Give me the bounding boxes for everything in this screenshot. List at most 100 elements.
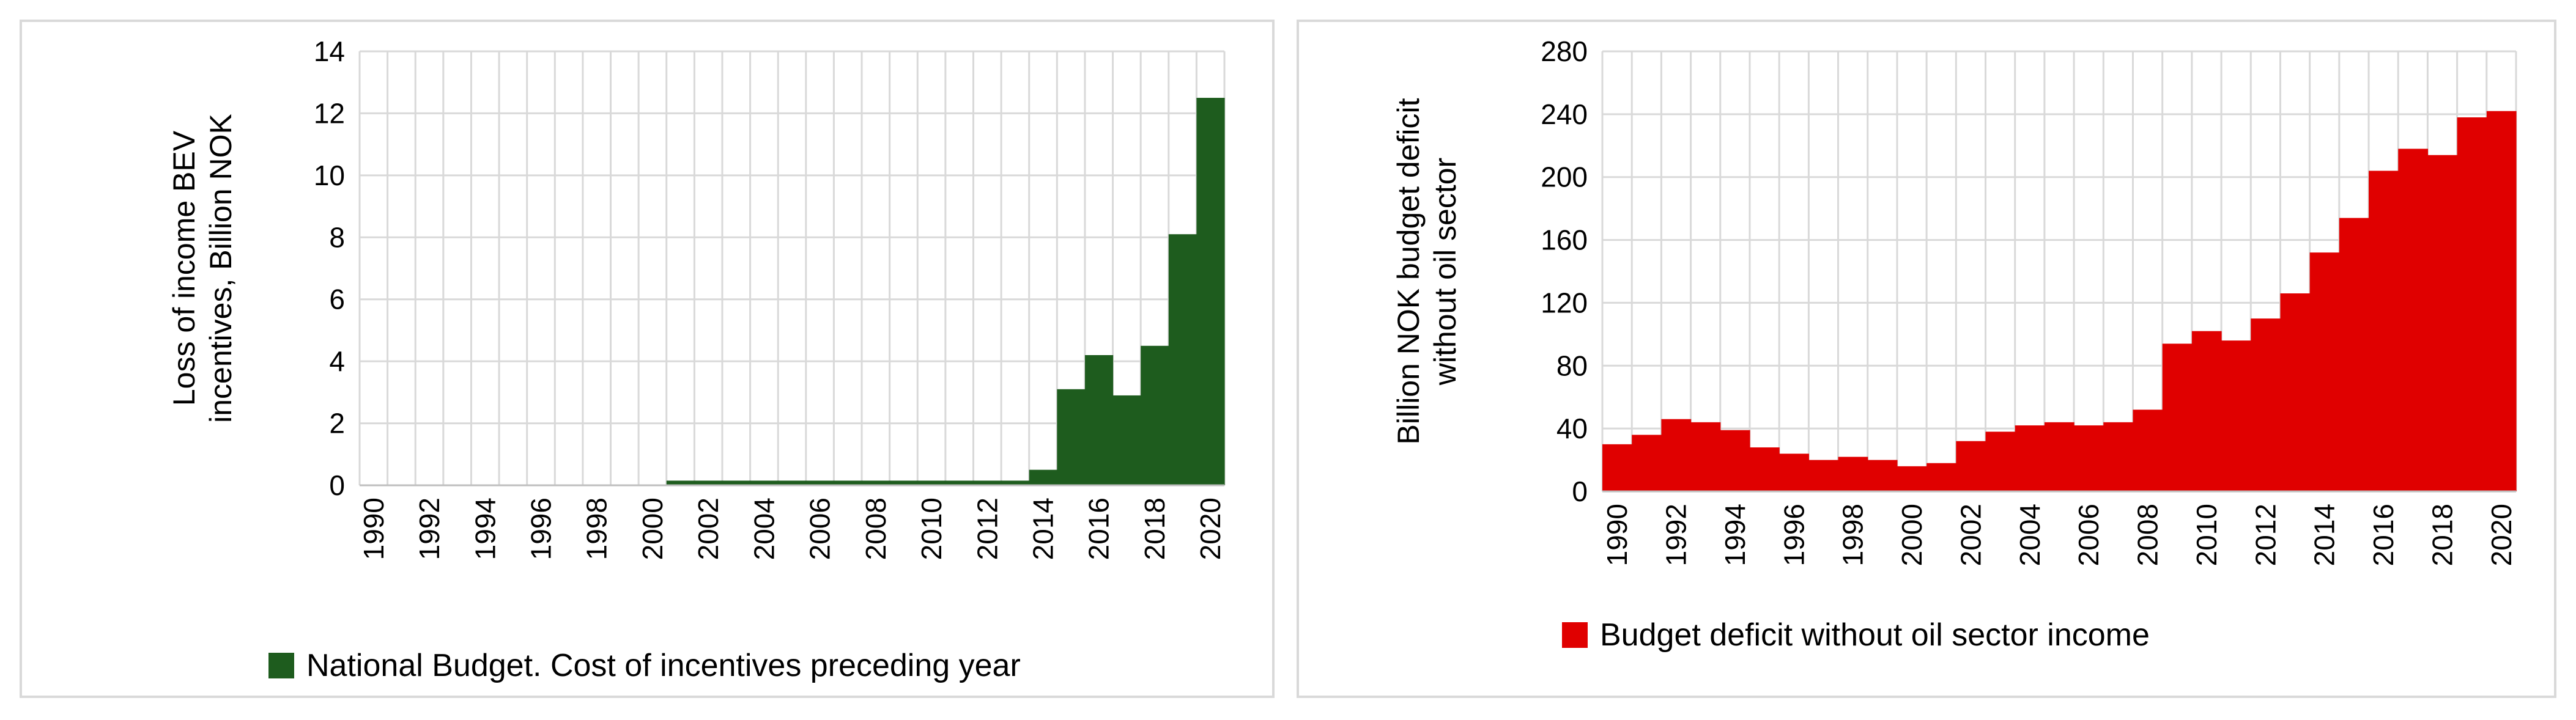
bar-1995 xyxy=(1749,447,1780,491)
bar-2015 xyxy=(1057,389,1086,485)
bar-2008 xyxy=(2133,410,2163,491)
y-axis-title: Loss of income BEV incentives, Billion NO… xyxy=(167,114,238,423)
bar-2003 xyxy=(1985,432,2016,491)
y-tick-label: 0 xyxy=(1572,476,1588,507)
data-series xyxy=(666,98,1225,486)
bar-1996 xyxy=(1779,454,1809,491)
bar-2018 xyxy=(1141,345,1169,485)
x-tick-label: 2020 xyxy=(2485,504,2517,566)
bar-2019 xyxy=(1168,234,1197,485)
bar-2006 xyxy=(805,480,835,485)
x-tick-label: 2002 xyxy=(692,498,724,560)
x-tick-label: 2018 xyxy=(1139,498,1171,560)
bar-2001 xyxy=(666,480,695,485)
bar-1999 xyxy=(1867,460,1898,491)
bar-2012 xyxy=(973,480,1002,485)
bar-2011 xyxy=(2221,340,2251,491)
x-tick-label: 2018 xyxy=(2427,504,2459,566)
x-tick-label: 2010 xyxy=(916,498,947,560)
bar-2005 xyxy=(2044,422,2074,491)
x-tick-label: 2012 xyxy=(2249,504,2281,566)
x-tick-label: 2010 xyxy=(2191,504,2223,566)
bar-2016 xyxy=(2369,171,2399,491)
x-tick-label: 2014 xyxy=(1027,498,1059,560)
x-tick-label: 2006 xyxy=(2073,504,2104,566)
bar-1998 xyxy=(1838,457,1868,491)
y-axis-title-line: Billion NOK budget deficit xyxy=(1391,98,1426,444)
x-tick-label: 1990 xyxy=(358,498,390,560)
bar-2010 xyxy=(917,480,946,485)
bar-2007 xyxy=(834,480,862,485)
x-tick-label: 2006 xyxy=(804,498,836,560)
x-tick-label: 1996 xyxy=(1778,504,1810,566)
y-tick-label: 280 xyxy=(1541,35,1588,67)
bar-1992 xyxy=(1661,419,1692,491)
y-tick-label: 4 xyxy=(329,345,345,377)
bar-1993 xyxy=(1690,422,1721,491)
y-tick-label: 240 xyxy=(1541,98,1588,130)
legend: National Budget. Cost of incentives prec… xyxy=(268,648,1021,683)
bar-2002 xyxy=(1956,441,1986,491)
bar-2017 xyxy=(1112,395,1141,485)
bar-2002 xyxy=(694,480,723,485)
bar-2000 xyxy=(1897,466,1927,491)
x-tick-label: 1994 xyxy=(469,498,501,560)
y-tick-label: 8 xyxy=(329,221,345,253)
legend-swatch xyxy=(1562,622,1588,648)
bar-2009 xyxy=(2162,343,2193,491)
x-tick-label: 1994 xyxy=(1719,504,1751,566)
y-tick-label: 200 xyxy=(1541,161,1588,193)
bar-2013 xyxy=(1001,480,1030,485)
legend-swatch xyxy=(268,653,294,678)
x-tick-label: 2002 xyxy=(1955,504,1986,566)
y-tick-label: 120 xyxy=(1541,287,1588,318)
bar-1990 xyxy=(1602,444,1632,491)
y-tick-label: 14 xyxy=(314,35,345,67)
bar-2013 xyxy=(2280,293,2311,491)
legend: Budget deficit without oil sector income xyxy=(1562,617,2150,653)
bar-2014 xyxy=(1029,469,1057,485)
x-tick-label: 1998 xyxy=(1837,504,1869,566)
left-chart-panel: 0 2 4 6 8 10 12 14 1990 1992 1994 1996 1998 2000 2002 2… xyxy=(20,20,1275,698)
data-series xyxy=(1602,111,2517,491)
bar-2020 xyxy=(1196,98,1225,486)
x-tick-label: 2000 xyxy=(637,498,668,560)
bar-1994 xyxy=(1720,430,1750,491)
x-axis-ticks: 1990 1992 1994 1996 1998 2000 2002 2004 2006 2008… xyxy=(358,498,1226,560)
x-tick-label: 2004 xyxy=(2014,504,2046,566)
bar-2019 xyxy=(2457,117,2487,491)
y-tick-label: 80 xyxy=(1556,350,1588,381)
bar-2014 xyxy=(2309,252,2340,491)
x-tick-label: 2020 xyxy=(1194,498,1226,560)
y-tick-label: 6 xyxy=(329,284,345,315)
x-tick-label: 2014 xyxy=(2309,504,2341,566)
bar-2004 xyxy=(2015,425,2045,491)
bar-2016 xyxy=(1084,355,1114,485)
bar-2007 xyxy=(2103,422,2134,491)
bar-2012 xyxy=(2251,318,2281,491)
y-tick-label: 0 xyxy=(329,469,345,501)
bar-2017 xyxy=(2398,149,2429,491)
bar-2006 xyxy=(2074,425,2104,491)
x-tick-label: 1992 xyxy=(413,498,445,560)
y-axis-title: Billion NOK budget deficit without oil se… xyxy=(1391,98,1462,444)
y-tick-label: 40 xyxy=(1556,413,1588,444)
x-tick-label: 1996 xyxy=(525,498,557,560)
bar-2003 xyxy=(722,480,751,485)
x-tick-label: 2016 xyxy=(2367,504,2399,566)
y-tick-label: 12 xyxy=(314,97,345,129)
x-tick-label: 1990 xyxy=(1601,504,1633,566)
bar-2005 xyxy=(778,480,807,485)
bar-2015 xyxy=(2339,218,2369,491)
bar-1997 xyxy=(1808,460,1839,491)
y-axis-ticks: 0 40 80 120 160 200 240 280 xyxy=(1541,35,1588,507)
x-axis-ticks: 1990 1992 1994 1996 1998 2000 2002 2004 2006 2008… xyxy=(1601,504,2517,566)
bar-2001 xyxy=(1926,463,1956,491)
y-tick-label: 160 xyxy=(1541,224,1588,256)
bar-2004 xyxy=(750,480,779,485)
y-axis-title-line: Loss of income BEV xyxy=(167,130,201,406)
legend-label: Budget deficit without oil sector income xyxy=(1600,617,2150,653)
bar-2018 xyxy=(2427,155,2458,491)
x-tick-label: 2008 xyxy=(860,498,892,560)
y-axis-title-line: incentives, Billion NOK xyxy=(204,114,238,423)
